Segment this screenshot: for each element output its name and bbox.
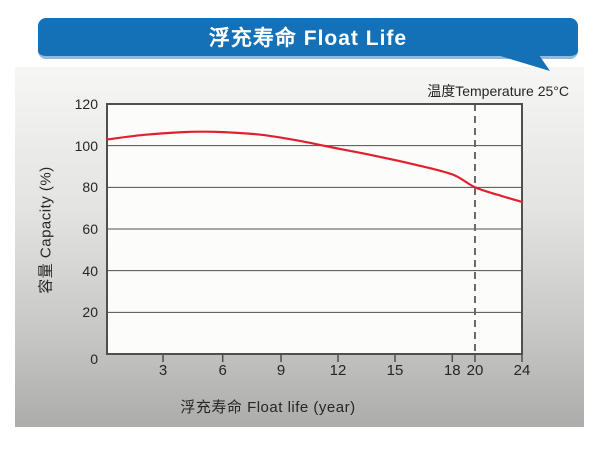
y-axis-title: 容量 Capacity (%) [37,166,55,294]
x-tick-label: 18 [443,362,461,379]
banner-tail-shape [497,55,550,71]
title-banner: 浮充寿命 Float Life [38,18,578,59]
capacity-curve [105,130,524,203]
page-title: 浮充寿命 Float Life [208,27,408,50]
y-tick-label: 40 [82,262,98,279]
y-tick-label: 0 [90,351,98,367]
plot-area [105,103,524,362]
x-tick-label: 9 [276,362,286,379]
x-tick-label: 15 [386,362,404,379]
y-tick-label: 120 [74,96,98,112]
x-tick-label: 6 [218,362,227,379]
x-tick-label: 3 [158,362,168,379]
temperature-annotation: 温度Temperature 25°C [427,83,569,99]
x-tick-label: 20 [466,362,484,379]
x-tick-label: 12 [329,362,347,379]
x-axis-title: 浮充寿命 Float life (year) [180,399,356,416]
y-tick-label: 80 [82,179,98,196]
y-tick-label: 20 [82,304,98,321]
y-tick-label: 100 [74,137,98,154]
y-tick-label: 60 [82,221,98,237]
x-tick-label: 24 [513,362,531,379]
plot-border [106,103,523,355]
